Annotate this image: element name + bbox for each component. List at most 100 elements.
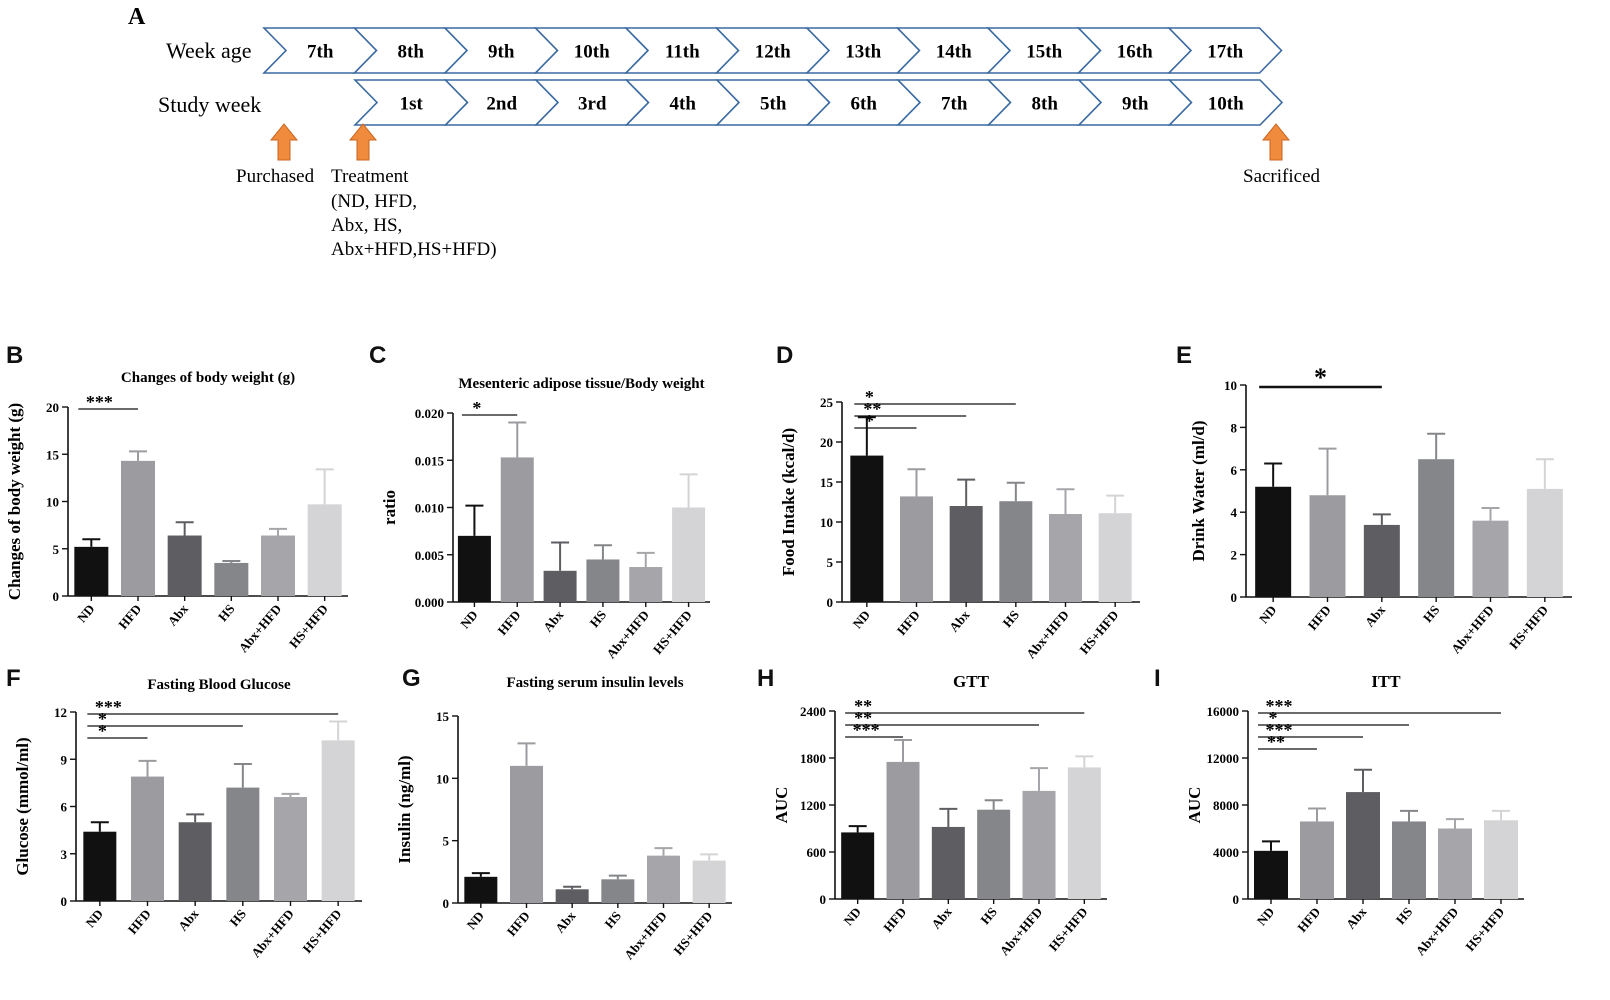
bar-hfd xyxy=(886,761,920,899)
bar-nd xyxy=(464,876,498,903)
significance-label: * xyxy=(98,709,107,729)
bar-nd xyxy=(457,535,491,602)
x-tick-label: HS xyxy=(999,607,1022,630)
bar-hfd xyxy=(900,496,933,602)
panel-label-g: G xyxy=(402,665,421,692)
x-tick-label: ND xyxy=(840,904,864,928)
insulin-chart: Fasting serum insulin levels 0 5 10 15 Insuli… xyxy=(395,675,732,962)
y-axis-label: ratio xyxy=(380,490,399,525)
x-tick-label: Abx+HFD xyxy=(1448,602,1497,656)
x-tick-label: Abx xyxy=(552,908,579,936)
treatment-line-1: Treatment xyxy=(331,166,409,187)
x-tick-label: Abx xyxy=(165,601,192,629)
chevron-label: 14th xyxy=(936,42,972,63)
sacrificed-arrow-icon xyxy=(1261,123,1291,161)
significance-label: *** xyxy=(1266,696,1293,716)
bar-hs-hfd xyxy=(1484,820,1518,899)
y-tick-label: 12 xyxy=(54,705,67,720)
y-tick-label: 6 xyxy=(1231,463,1238,478)
panel-f: F Fasting Blood Glucose 0 3 6 9 12 Glucose (mm… xyxy=(0,665,400,995)
bar-hfd xyxy=(1300,821,1334,899)
chevron-label: 7th xyxy=(941,94,968,115)
study-week-label: Study week xyxy=(158,92,261,117)
x-tick-label: HFD xyxy=(125,906,154,937)
y-tick-label: 8 xyxy=(1231,420,1238,435)
bar-hs-hfd xyxy=(692,860,726,903)
y-tick-label: 0.020 xyxy=(415,406,444,421)
chevron-label: 8th xyxy=(1032,94,1059,115)
x-tick-label: HS xyxy=(226,906,249,929)
y-tick-label: 2400 xyxy=(800,704,826,719)
y-tick-label: 12000 xyxy=(1207,751,1240,766)
y-tick-label: 15 xyxy=(46,447,60,462)
y-tick-label: 0 xyxy=(1231,590,1238,605)
y-tick-label: 0 xyxy=(443,896,450,911)
x-tick-label: HFD xyxy=(504,908,533,939)
bar-nd xyxy=(841,832,875,899)
panel-label-f: F xyxy=(6,665,21,692)
x-tick-label: HS+HFD xyxy=(670,908,715,958)
y-axis-label: AUC xyxy=(1185,787,1204,824)
x-tick-label: Abx+HFD xyxy=(236,601,285,655)
bar-abx-hfd xyxy=(1022,790,1056,899)
chevron-label: 10th xyxy=(1208,94,1244,115)
chevron-label: 11th xyxy=(665,42,700,63)
y-tick-label: 0.010 xyxy=(415,501,444,516)
bar-abx-hfd xyxy=(629,567,663,602)
bar-hs xyxy=(226,787,260,901)
bar-hs-hfd xyxy=(672,507,706,602)
chart-title: Mesenteric adipose tissue/Body weight xyxy=(458,376,704,392)
bar-hs-hfd xyxy=(321,740,355,901)
y-tick-label: 0 xyxy=(827,595,834,610)
chart-title: Changes of body weight (g) xyxy=(121,370,295,386)
y-tick-label: 1800 xyxy=(800,751,826,766)
y-tick-label: 5 xyxy=(53,542,60,557)
chart-title: Fasting Blood Glucose xyxy=(147,677,291,693)
x-tick-label: HS+HFD xyxy=(299,906,344,956)
bar-hs xyxy=(977,809,1011,899)
treatment-line-3: Abx, HS, xyxy=(331,215,402,236)
x-tick-label: ND xyxy=(1256,602,1280,626)
chevron-label: 4th xyxy=(670,94,697,115)
chevron-label: 5th xyxy=(760,94,787,115)
bar-abx xyxy=(1363,524,1400,597)
y-axis-label: Changes of body weight (g) xyxy=(5,403,24,600)
x-tick-label: HS xyxy=(1393,904,1416,927)
x-tick-label: ND xyxy=(74,601,98,625)
panel-b: B Changes of body weight (g) 0 5 10 15 20 Chan… xyxy=(0,340,400,660)
x-tick-label: HS xyxy=(215,601,238,624)
bar-hs xyxy=(601,879,635,903)
y-tick-label: 4000 xyxy=(1213,845,1239,860)
y-tick-label: 1200 xyxy=(800,798,826,813)
y-tick-label: 10 xyxy=(1224,378,1237,393)
study-week-row: 1st 2nd 3rd 4th 5th 6th 7th 8th 9th 10th xyxy=(353,79,1284,126)
bar-hfd xyxy=(121,460,155,596)
chevron-week-age-11 xyxy=(1167,27,1283,74)
x-tick-label: HS+HFD xyxy=(286,601,331,651)
bar-hs-hfd xyxy=(307,504,342,596)
significance-label: * xyxy=(865,387,874,407)
y-tick-label: 5 xyxy=(443,834,450,849)
panel-c: C Mesenteric adipose tissue/Body weight 0… xyxy=(365,340,765,661)
x-tick-label: Abx+HFD xyxy=(1413,904,1462,958)
x-tick-label: Abx+HFD xyxy=(603,607,652,661)
purchased-arrow-icon xyxy=(269,123,299,161)
week-age-row: 7th 8th 9th 10th 11th 12th 13th 14th 15th 16th 17t… xyxy=(262,27,1283,74)
x-tick-label: ND xyxy=(1254,904,1278,928)
x-tick-label: HS+HFD xyxy=(1506,602,1551,652)
significance-label: *** xyxy=(95,697,122,717)
sacrificed-label: Sacrificed xyxy=(1243,166,1321,187)
treatment-line-2: (ND, HFD, xyxy=(331,191,417,212)
bar-abx xyxy=(931,826,965,899)
bar-hs xyxy=(1392,821,1426,899)
y-tick-label: 0.000 xyxy=(415,595,444,610)
x-tick-label: Abx+HFD xyxy=(1023,607,1072,661)
y-tick-label: 16000 xyxy=(1207,704,1240,719)
bar-hfd xyxy=(131,776,164,901)
bar-nd xyxy=(1255,486,1292,597)
y-tick-label: 8000 xyxy=(1213,798,1239,813)
x-tick-label: HFD xyxy=(494,607,523,638)
bar-abx xyxy=(949,506,983,602)
bar-abx-hfd xyxy=(647,855,680,903)
